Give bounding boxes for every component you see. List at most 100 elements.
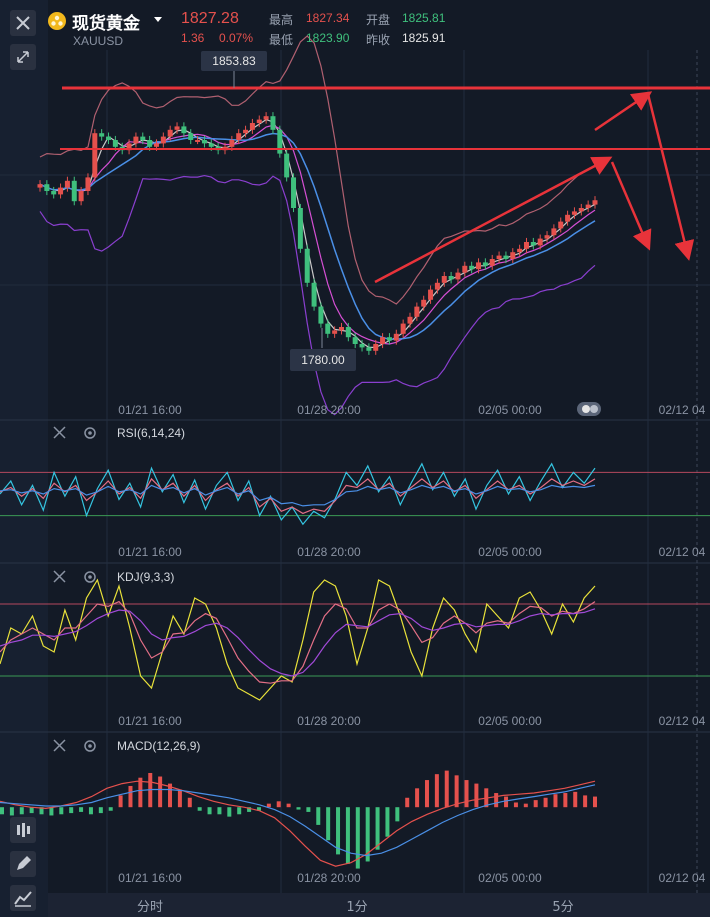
candle-body xyxy=(489,259,495,266)
rsi-panel xyxy=(0,462,710,526)
candle-body xyxy=(325,323,331,334)
high-label: 最高 xyxy=(269,13,294,27)
candle-body xyxy=(147,140,153,147)
candle-body xyxy=(188,133,194,140)
candle-body xyxy=(140,136,146,140)
series-rsi24 xyxy=(0,484,596,507)
candle-body xyxy=(270,116,276,130)
gear-icon[interactable] xyxy=(84,427,96,439)
macd-histogram-bar xyxy=(29,807,34,814)
candle-body xyxy=(482,262,488,266)
candle-body xyxy=(476,262,482,270)
candle-body xyxy=(352,337,358,344)
close-button[interactable] xyxy=(10,10,36,36)
low-annotation-label: 1780.00 xyxy=(301,353,345,367)
candle-body xyxy=(277,129,283,154)
macd-histogram-bar xyxy=(88,807,93,815)
candle-body xyxy=(544,235,550,239)
candle-body xyxy=(64,180,70,188)
macd-histogram-bar xyxy=(187,797,192,808)
macd-histogram-bar xyxy=(276,801,281,808)
x-tick-label: 01/28 20:00 xyxy=(297,714,361,728)
x-tick-label: 02/05 00:00 xyxy=(478,403,542,417)
x-tick-labels: 01/21 16:00 01/28 20:00 02/05 00:00 02/12 0… xyxy=(118,403,705,885)
close-icon[interactable] xyxy=(53,426,66,439)
macd-histogram-bar xyxy=(69,807,74,814)
series-rsi14 xyxy=(0,477,596,515)
x-tick-label: 01/21 16:00 xyxy=(118,871,182,885)
bollinger-lower xyxy=(39,174,596,416)
macd-histogram-bar xyxy=(563,793,568,808)
candle-body xyxy=(530,242,536,246)
candle-body xyxy=(448,276,454,280)
macd-histogram-bar xyxy=(424,780,429,808)
kdj-header: KDJ(9,3,3) xyxy=(53,570,174,584)
macd-histogram-bar xyxy=(217,807,222,815)
candle-body xyxy=(462,265,468,273)
gear-icon[interactable] xyxy=(84,740,96,752)
candle-body xyxy=(578,208,584,212)
candle-body xyxy=(565,214,571,222)
low-label: 最低 xyxy=(269,33,294,47)
instrument-title[interactable]: 现货黄金 xyxy=(72,14,140,34)
collapse-arrows-icon xyxy=(17,51,29,63)
trend-arrow xyxy=(594,91,653,132)
indicator-button[interactable] xyxy=(10,885,36,911)
tab-5min[interactable]: 5分 xyxy=(552,900,573,915)
candle-body xyxy=(195,140,201,142)
x-tick-label: 02/12 04 xyxy=(659,714,706,728)
candle-body xyxy=(434,282,440,290)
x-tick-label: 02/05 00:00 xyxy=(478,871,542,885)
macd-histogram-bar xyxy=(158,776,163,808)
macd-histogram-bar xyxy=(227,807,232,817)
x-tick-label: 02/05 00:00 xyxy=(478,714,542,728)
current-price: 1827.28 xyxy=(181,10,239,27)
candle-body xyxy=(523,242,529,249)
macd-histogram-bar xyxy=(533,800,538,808)
tab-timeshare[interactable]: 分时 xyxy=(137,900,163,915)
candle-body xyxy=(297,208,303,249)
x-tick-label: 02/12 04 xyxy=(659,871,706,885)
scroll-indicator[interactable] xyxy=(577,402,601,416)
macd-histogram-bar xyxy=(296,807,301,810)
macd-histogram-bar xyxy=(543,797,548,808)
trend-arrow xyxy=(646,93,695,261)
instrument-symbol: XAUUSD xyxy=(73,34,124,48)
x-tick-label: 02/12 04 xyxy=(659,545,706,559)
macd-histogram-bar xyxy=(138,777,143,808)
candle-body xyxy=(243,129,249,134)
candle-body xyxy=(174,126,180,130)
chevron-down-icon[interactable] xyxy=(153,16,163,24)
candle-body xyxy=(380,337,386,344)
x-tick-label: 02/12 04 xyxy=(659,403,706,417)
collapse-button[interactable] xyxy=(10,44,36,70)
candle-body xyxy=(229,140,235,147)
candle-body xyxy=(284,153,290,178)
macd-histogram-bar xyxy=(256,807,261,811)
tab-1min[interactable]: 1分 xyxy=(346,900,367,915)
macd-histogram-bar xyxy=(454,775,459,808)
gold-coin-icon xyxy=(48,12,66,30)
high-annotation-label: 1853.83 xyxy=(212,54,256,68)
candle-body xyxy=(592,200,598,205)
close-icon[interactable] xyxy=(53,739,66,752)
candle-body xyxy=(366,347,372,351)
candle-settings-button[interactable] xyxy=(10,817,36,843)
gear-icon[interactable] xyxy=(84,571,96,583)
candle-body xyxy=(160,136,166,144)
macd-histogram-bar xyxy=(355,807,360,869)
macd-histogram-bar xyxy=(118,795,123,808)
candle-body xyxy=(469,265,475,270)
candle-body xyxy=(503,255,509,259)
prev-close-label: 昨收 xyxy=(366,33,391,47)
macd-histogram-bar xyxy=(266,803,271,808)
macd-histogram-bar xyxy=(177,789,182,808)
ma-line-long xyxy=(39,132,596,340)
close-icon[interactable] xyxy=(53,570,66,583)
macd-histogram-bar xyxy=(326,807,331,841)
draw-button[interactable] xyxy=(10,851,36,877)
candle-body xyxy=(153,143,159,147)
macd-histogram-bar xyxy=(207,807,212,815)
panel-separators xyxy=(0,419,710,733)
